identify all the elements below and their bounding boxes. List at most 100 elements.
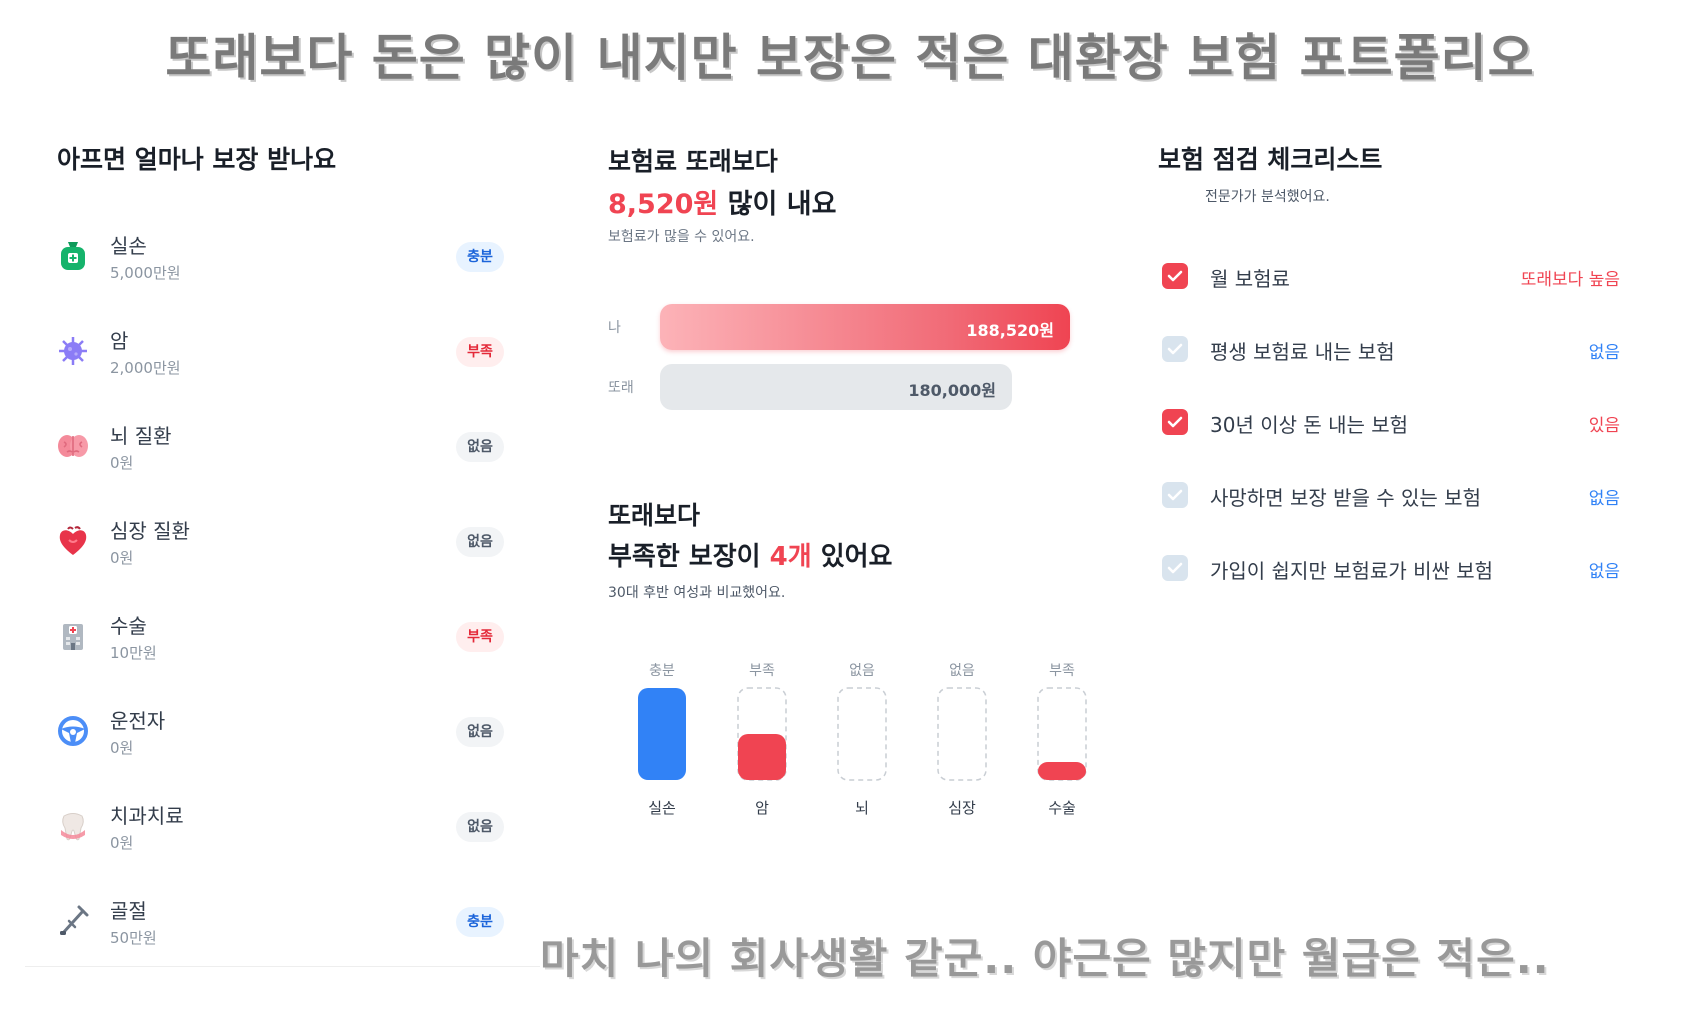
check-icon	[1167, 343, 1183, 355]
check-label: 30년 이상 돈 내는 보험	[1210, 413, 1409, 437]
bar-category-label: 실손	[648, 799, 676, 817]
check-icon	[1167, 416, 1183, 428]
premium-row-peer: 또래 180,000원	[600, 364, 1070, 410]
coverage-name: 실손	[110, 234, 147, 258]
lack-headline: 부족한 보장이 4개 있어요	[608, 536, 892, 573]
premium-value: 180,000원	[908, 381, 996, 400]
coverage-item-heart[interactable]: 심장 질환 0원 없음	[0, 495, 540, 590]
premium-row-me: 나 188,520원	[600, 304, 1070, 350]
coverage-item-fracture[interactable]: 골절 50만원 충분	[0, 875, 540, 970]
bar-category-label: 암	[755, 799, 769, 817]
check-icon	[1167, 489, 1183, 501]
bar-status-label: 부족	[749, 663, 775, 679]
checkbox-unchecked[interactable]	[1162, 336, 1188, 362]
premium-subtitle: 보험료가 많을 수 있어요.	[608, 229, 755, 245]
bar-category-label: 수술	[1048, 799, 1076, 817]
premium-row-label: 또래	[608, 380, 634, 396]
coverage-amount: 50만원	[110, 929, 157, 947]
coverage-amount: 5,000만원	[110, 264, 181, 282]
coverage-name: 뇌 질환	[110, 424, 172, 448]
top-caption: 또래보다 돈은 많이 내지만 보장은 적은 대환장 보험 포트폴리오	[165, 29, 1535, 87]
lack-subtitle: 30대 후반 여성과 비교했어요.	[608, 585, 786, 601]
coverage-amount: 10만원	[110, 644, 157, 662]
coverage-name: 수술	[110, 614, 147, 638]
check-label: 가입이 쉽지만 보험료가 비싼 보험	[1210, 559, 1494, 583]
coverage-item-driver[interactable]: 운전자 0원 없음	[0, 685, 540, 780]
coverage-amount: 0원	[110, 739, 134, 757]
coverage-amount: 0원	[110, 454, 134, 472]
coverage-item-silson[interactable]: 실손 5,000만원 충분	[0, 210, 540, 305]
premium-diff: 8,520원	[608, 189, 719, 220]
coverage-section: 아프면 얼마나 보장 받나요 실손 5,000만원 충분 암 2,000만원 부…	[0, 0, 540, 1010]
bar-outline	[937, 687, 987, 781]
money-bag-icon	[55, 238, 91, 274]
coverage-amount: 0원	[110, 549, 134, 567]
status-badge: 충분	[456, 907, 504, 937]
hospital-icon	[55, 618, 91, 654]
check-status: 또래보다 높음	[1520, 270, 1620, 290]
checkbox-unchecked[interactable]	[1162, 482, 1188, 508]
status-badge: 부족	[456, 622, 504, 652]
check-label: 평생 보험료 내는 보험	[1210, 340, 1395, 364]
lack-title: 또래보다	[608, 501, 701, 530]
status-badge: 없음	[456, 432, 504, 462]
check-status: 있음	[1588, 416, 1620, 436]
checkbox-checked[interactable]	[1162, 409, 1188, 435]
check-status: 없음	[1588, 489, 1620, 509]
premium-bar-peer: 180,000원	[660, 364, 1012, 410]
check-item-monthly-premium[interactable]: 월 보험료 또래보다 높음	[1150, 255, 1620, 328]
coverage-amount: 2,000만원	[110, 359, 181, 377]
premium-value: 188,520원	[966, 321, 1054, 340]
coverage-item-cancer[interactable]: 암 2,000만원 부족	[0, 305, 540, 400]
coverage-name: 골절	[110, 899, 147, 923]
coverage-item-brain[interactable]: 뇌 질환 0원 없음	[0, 400, 540, 495]
comparison-section: 보험료 또래보다 8,520원 많이 내요 보험료가 많을 수 있어요. 나 1…	[600, 0, 1120, 1010]
check-item-easy-join[interactable]: 가입이 쉽지만 보험료가 비싼 보험 없음	[1150, 547, 1620, 620]
premium-headline-suffix: 많이 내요	[718, 189, 837, 220]
lack-count: 4개	[769, 542, 812, 572]
status-badge: 없음	[456, 527, 504, 557]
check-status: 없음	[1588, 562, 1620, 582]
bar-fill	[638, 688, 686, 780]
coverage-item-surgery[interactable]: 수술 10만원 부족	[0, 590, 540, 685]
checkbox-unchecked[interactable]	[1162, 555, 1188, 581]
bar-status-label: 부족	[1049, 663, 1075, 679]
bar-status-label: 없음	[849, 663, 875, 679]
premium-headline: 8,520원 많이 내요	[608, 182, 836, 221]
check-item-lifetime[interactable]: 평생 보험료 내는 보험 없음	[1150, 328, 1620, 401]
status-badge: 부족	[456, 337, 504, 367]
check-label: 사망하면 보장 받을 수 있는 보험	[1210, 486, 1481, 510]
coverage-name: 치과치료	[110, 804, 184, 828]
virus-icon	[55, 333, 91, 369]
coverage-title: 아프면 얼마나 보장 받나요	[57, 145, 337, 174]
bar-category-label: 심장	[948, 799, 976, 817]
bar-fill	[1038, 762, 1086, 780]
divider	[25, 966, 540, 967]
check-status: 없음	[1588, 343, 1620, 363]
checklist-subtitle: 전문가가 분석했어요.	[1205, 189, 1330, 205]
premium-bar-me: 188,520원	[660, 304, 1070, 350]
bar-fill	[738, 734, 786, 780]
bar-status-label: 충분	[649, 663, 675, 679]
coverage-amount: 0원	[110, 834, 134, 852]
status-badge: 없음	[456, 812, 504, 842]
checklist-section: 보험 점검 체크리스트 전문가가 분석했어요. 월 보험료 또래보다 높음 평생…	[1150, 0, 1670, 1010]
crutch-icon	[55, 903, 91, 939]
bar-status-label: 없음	[949, 663, 975, 679]
coverage-name: 암	[110, 329, 129, 353]
steering-wheel-icon	[55, 713, 91, 749]
bar-outline	[837, 687, 887, 781]
tooth-icon	[55, 808, 91, 844]
check-item-death-benefit[interactable]: 사망하면 보장 받을 수 있는 보험 없음	[1150, 474, 1620, 547]
status-badge: 없음	[456, 717, 504, 747]
checkbox-checked[interactable]	[1162, 263, 1188, 289]
heart-icon	[55, 523, 91, 559]
check-item-30years[interactable]: 30년 이상 돈 내는 보험 있음	[1150, 401, 1620, 474]
lack-prefix: 부족한 보장이	[608, 542, 770, 572]
coverage-item-dental[interactable]: 치과치료 0원 없음	[0, 780, 540, 875]
status-badge: 충분	[456, 242, 504, 272]
coverage-name: 운전자	[110, 709, 166, 733]
lack-suffix: 있어요	[811, 542, 893, 572]
check-label: 월 보험료	[1210, 267, 1290, 291]
